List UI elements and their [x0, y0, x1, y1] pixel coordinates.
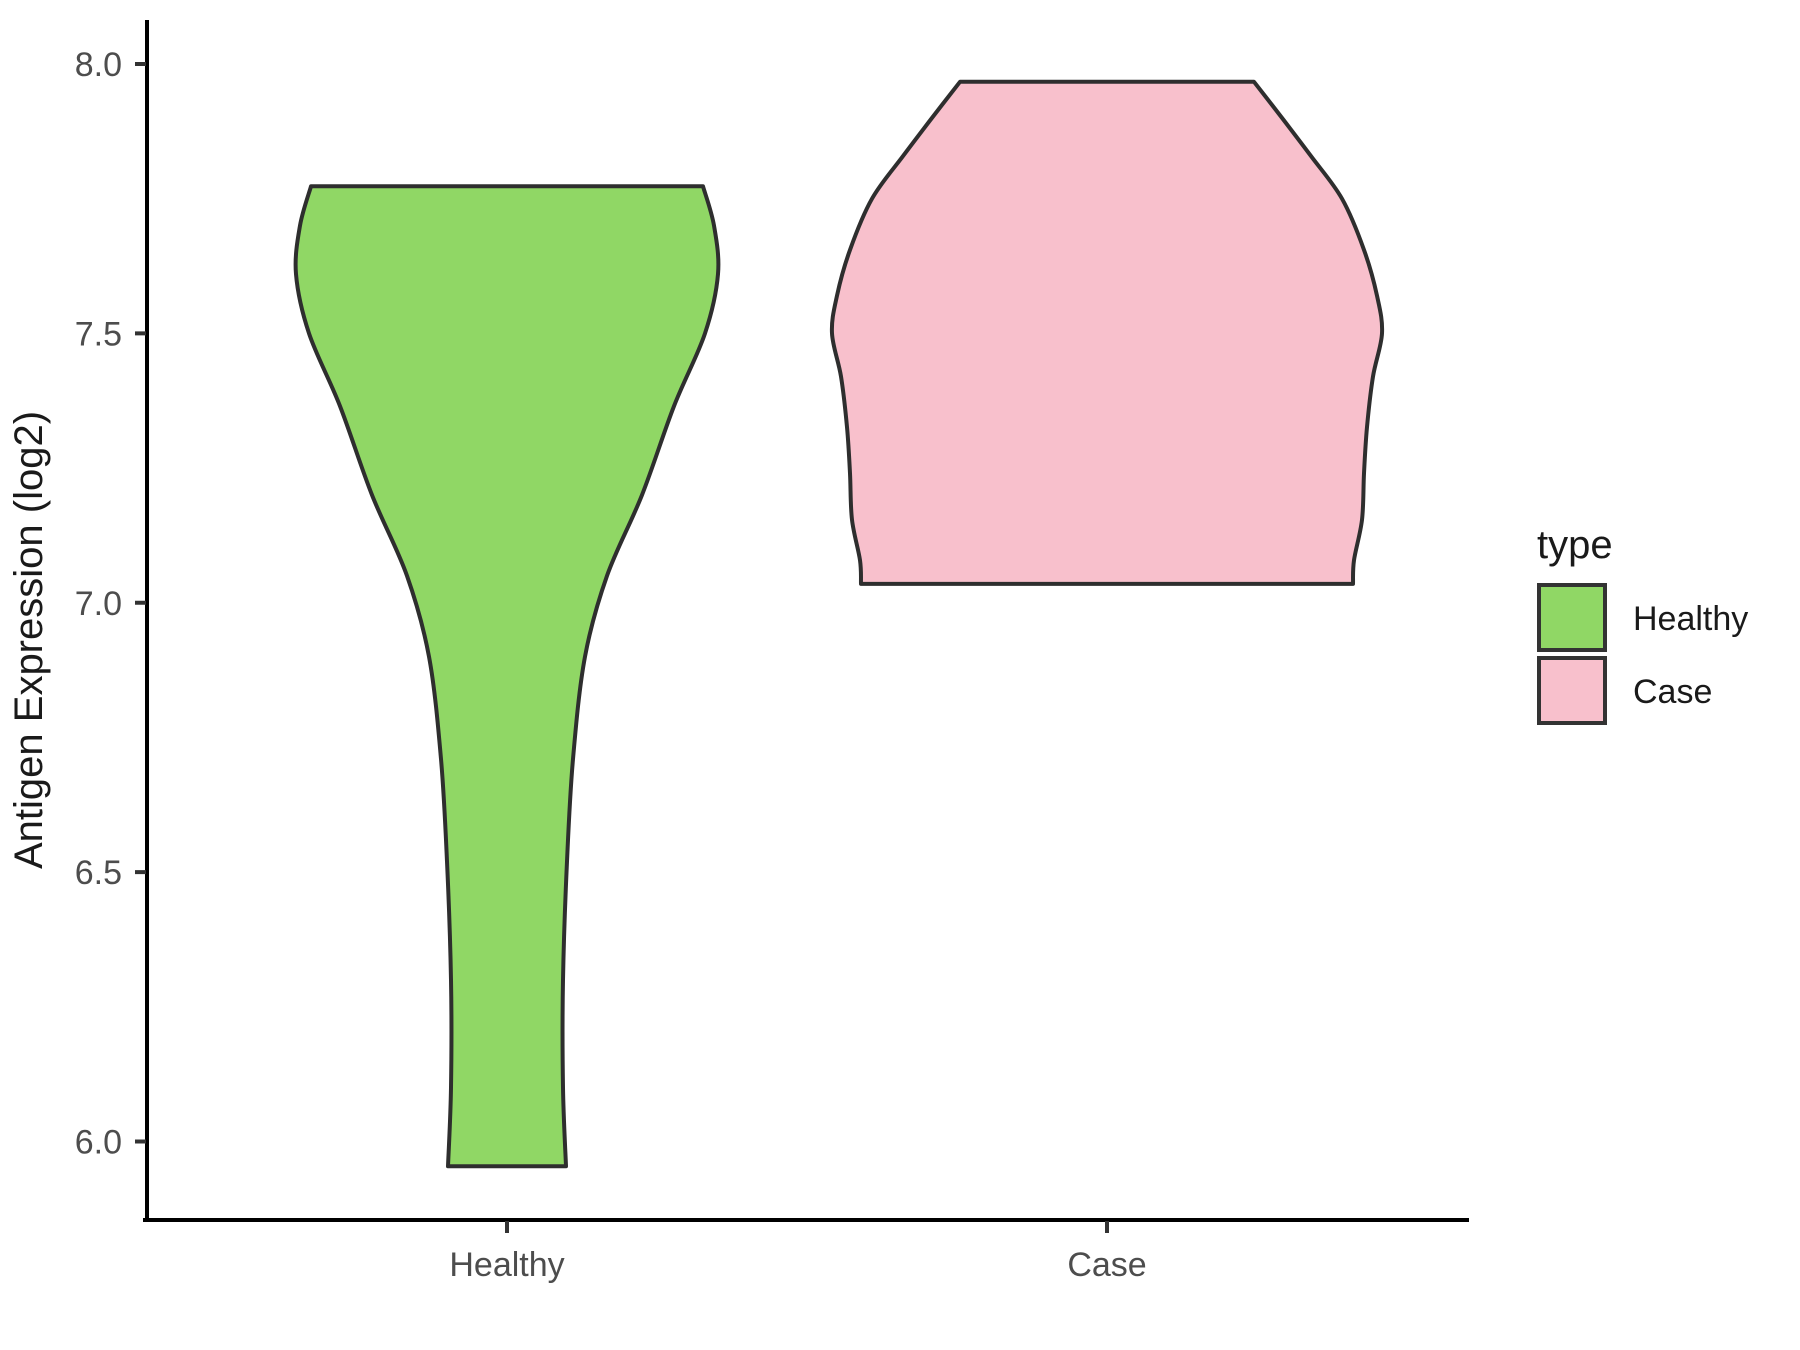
legend-label-case: Case: [1633, 673, 1712, 711]
legend: type Healthy Case: [1537, 523, 1748, 725]
legend-key-case-swatch: [1537, 656, 1607, 725]
y-tick-label-7.0: 7.0: [75, 585, 122, 623]
y-tick-label-8.0: 8.0: [75, 46, 122, 84]
legend-title: type: [1537, 523, 1613, 567]
violin-case: [829, 79, 1385, 586]
y-tick-label-7.5: 7.5: [75, 315, 122, 353]
y-axis-title: Antigen Expression (log2): [7, 411, 51, 869]
x-tick-label-case: Case: [1067, 1246, 1146, 1284]
x-tick-label-healthy: Healthy: [449, 1246, 564, 1284]
legend-label-healthy: Healthy: [1633, 600, 1748, 638]
legend-key-healthy-swatch: [1537, 583, 1607, 652]
y-tick-label-6.5: 6.5: [75, 854, 122, 892]
y-tick-label-6.0: 6.0: [75, 1124, 122, 1162]
y-axis-ticks: 8.0 7.5 7.0 6.5 6.0: [75, 46, 146, 1162]
violins-group: [293, 79, 1385, 1169]
violin-healthy: [293, 184, 721, 1169]
